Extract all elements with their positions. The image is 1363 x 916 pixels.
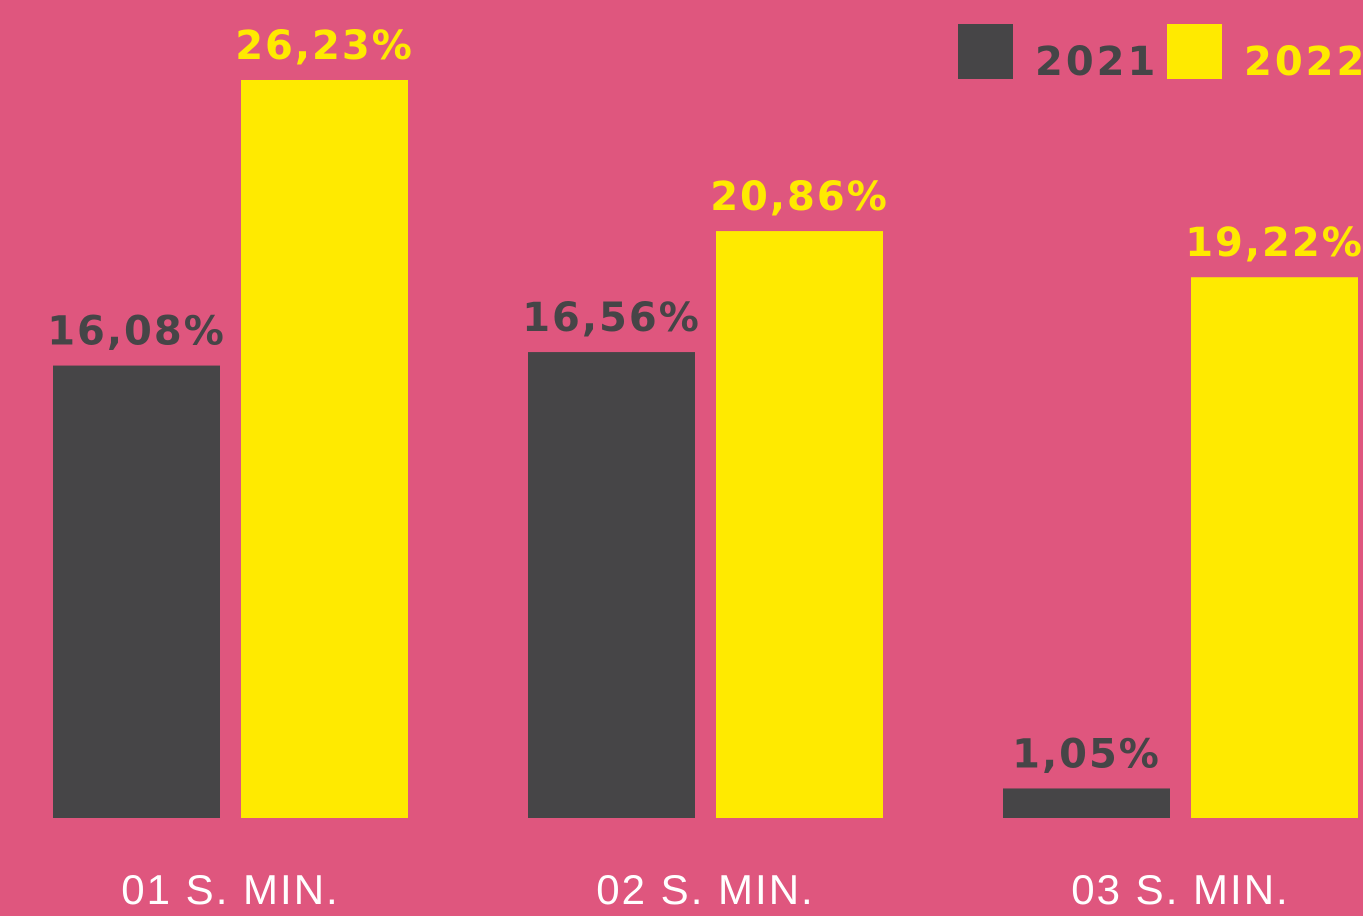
value-label: 19,22%	[1185, 220, 1363, 266]
value-label: 1,05%	[1012, 731, 1161, 777]
legend-label: 2022	[1244, 39, 1363, 85]
legend-label: 2021	[1035, 39, 1158, 85]
bar	[241, 80, 408, 818]
value-label: 26,23%	[235, 23, 414, 69]
legend-swatch	[1167, 24, 1222, 79]
x-tick-label: 03 S. MIN.	[1071, 866, 1289, 913]
bar	[53, 365, 220, 818]
value-label: 20,86%	[710, 174, 889, 220]
legend-swatch	[958, 24, 1013, 79]
bar	[1191, 277, 1358, 818]
value-label: 16,08%	[47, 309, 226, 355]
x-tick-label: 02 S. MIN.	[596, 866, 814, 913]
bar	[528, 352, 695, 818]
bar	[716, 231, 883, 818]
bar	[1003, 788, 1170, 818]
value-label: 16,56%	[522, 295, 701, 341]
x-tick-label: 01 S. MIN.	[121, 866, 339, 913]
